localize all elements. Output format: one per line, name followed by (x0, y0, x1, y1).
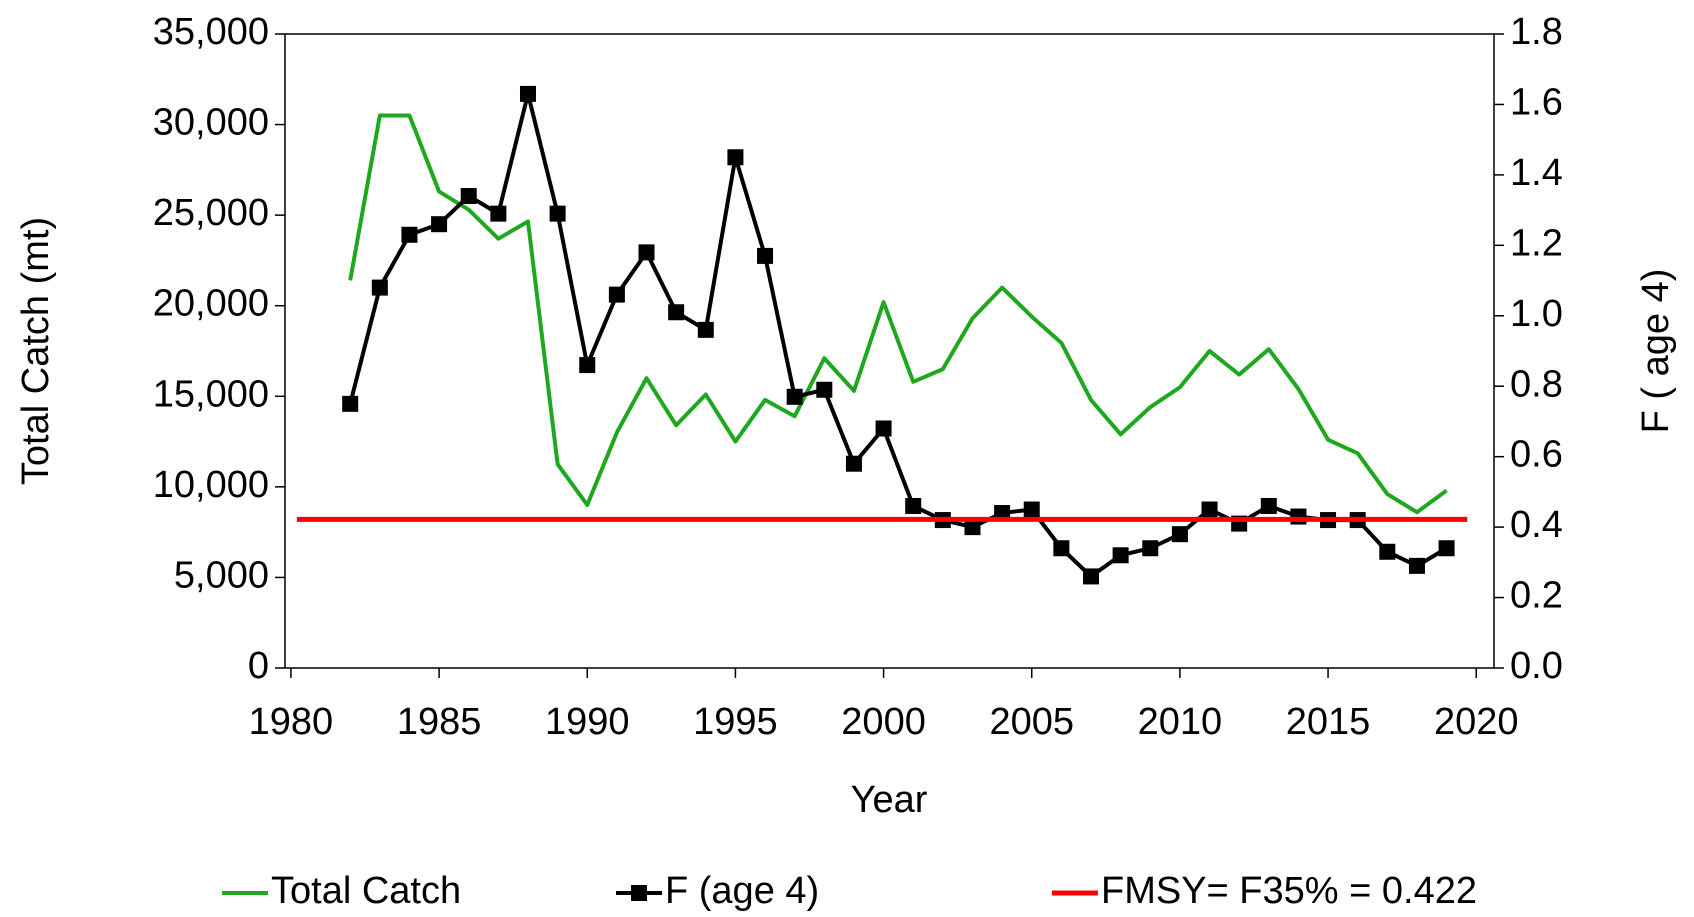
y-tick-label: 10,000 (153, 464, 269, 506)
point-marker (845, 455, 862, 472)
point-marker (549, 205, 566, 222)
point-marker (727, 149, 744, 166)
legend-label: FMSY= F35% = 0.422 (1101, 870, 1477, 912)
point-marker (1142, 540, 1159, 557)
x-tick-label: 1980 (249, 701, 334, 743)
point-marker (1171, 526, 1188, 543)
y2-axis-title: F ( age 4) (1635, 269, 1677, 434)
x-tick-label: 1995 (693, 701, 778, 743)
point-marker (638, 244, 655, 261)
x-tick-label: 1985 (397, 701, 482, 743)
point-marker (816, 381, 833, 398)
point-marker (490, 205, 507, 222)
point-marker (342, 395, 359, 412)
y-tick-label: 25,000 (153, 192, 269, 234)
point-marker (1260, 497, 1277, 514)
point-marker (460, 188, 477, 205)
series-line (348, 91, 1448, 579)
point-marker (1083, 568, 1099, 585)
point-marker (697, 321, 714, 338)
y-axis-title: Total Catch (mt) (15, 217, 57, 485)
y2-tick-label: 1.8 (1510, 11, 1563, 53)
y2-tick-label: 0.4 (1510, 504, 1563, 546)
point-marker (371, 279, 388, 296)
x-axis-title: Year (851, 779, 928, 821)
point-marker (1201, 501, 1218, 518)
series-line (348, 113, 1448, 515)
point-marker (1053, 540, 1070, 557)
point-marker (786, 388, 803, 405)
x-tick-label: 1990 (545, 701, 630, 743)
x-tick-label: 2005 (989, 701, 1074, 743)
x-tick-label: 2010 (1138, 701, 1223, 743)
y2-tick-label: 0.2 (1510, 575, 1563, 617)
point-marker (757, 247, 774, 264)
legend-marker (631, 885, 647, 901)
plot-frame (284, 33, 1495, 669)
y-tick-label: 15,000 (153, 373, 269, 415)
point-marker (1290, 508, 1307, 525)
point-marker (1379, 543, 1396, 560)
point-marker (905, 497, 922, 514)
x-tick-label: 2000 (841, 701, 926, 743)
x-tick-label: 2015 (1286, 701, 1371, 743)
point-marker (579, 357, 596, 374)
y2-tick-label: 0.6 (1510, 434, 1563, 476)
y2-tick-label: 1.2 (1510, 222, 1563, 264)
point-marker (1408, 557, 1425, 574)
y2-tick-label: 0.0 (1510, 645, 1563, 687)
y-tick-label: 5,000 (174, 554, 269, 596)
legend-label: Total Catch (271, 870, 461, 912)
legend-label: F (age 4) (665, 870, 819, 912)
y-tick-label: 35,000 (153, 11, 269, 53)
y-tick-label: 30,000 (153, 102, 269, 144)
point-marker (608, 286, 625, 303)
point-marker (1112, 547, 1129, 564)
y2-tick-label: 1.4 (1510, 152, 1563, 194)
y-tick-label: 0 (248, 645, 269, 687)
point-marker (964, 519, 981, 536)
y-tick-label: 20,000 (153, 283, 269, 325)
y2-tick-label: 1.6 (1510, 81, 1563, 123)
point-marker (875, 420, 892, 437)
y2-tick-label: 0.8 (1510, 363, 1563, 405)
x-tick-label: 2020 (1434, 701, 1519, 743)
y2-tick-label: 1.0 (1510, 293, 1563, 335)
point-marker (519, 85, 536, 102)
point-marker (1438, 540, 1455, 557)
point-marker (668, 304, 685, 321)
point-marker (1023, 501, 1040, 518)
point-marker (401, 226, 418, 243)
point-marker (431, 216, 448, 233)
